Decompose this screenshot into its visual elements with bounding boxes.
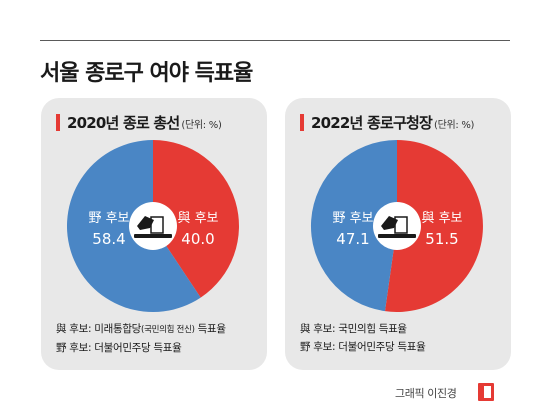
panel-header: 2020년 종로 총선 (단위: %) [56,112,222,133]
graphic-credit: 그래픽 이진경 [395,387,457,400]
accent-bar [300,114,304,131]
slice-value-opposition: 47.1 [336,230,369,248]
slice-value-ruling: 51.5 [425,230,458,248]
slice-value-ruling: 40.0 [181,230,214,248]
panel-header: 2022년 종로구청장 (단위: %) [300,112,474,133]
chart-notes: 與 후보: 미래통합당(국민의힘 전신) 득표율 野 후보: 더불어민주당 득표… [56,320,226,357]
note-ruling: 與 후보: 미래통합당(국민의힘 전신) 득표율 [56,323,226,335]
panel-title: 2020년 종로 총선 [67,114,180,132]
accent-bar [56,114,60,131]
pie-slice-opposition [310,140,397,312]
slice-value-opposition: 58.4 [92,230,125,248]
unit-label: (단위: %) [181,120,222,131]
pie-chart: 野 후보 58.4 與 후보 40.0 [66,140,239,312]
pie-slice-ruling [153,140,239,298]
ballot-box-icon [129,202,177,250]
slice-label-opposition: 野 후보 [332,211,373,226]
ballot-box-icon [373,202,421,250]
pie-slice-ruling [384,140,483,312]
page-title: 서울 종로구 여야 득표율 [40,61,253,86]
note-ruling: 與 후보: 국민의힘 득표율 [300,323,407,335]
top-divider [40,40,510,41]
slice-label-opposition: 野 후보 [88,211,129,226]
logo-icon [478,383,494,401]
chart-panel-2020: 2020년 종로 총선 (단위: %) 野 후보 58.4 與 후보 40.0 與… [41,98,267,370]
unit-label: (단위: %) [433,120,475,131]
slice-label-ruling: 與 후보 [421,211,462,226]
panel-title: 2022년 종로구청장 [311,114,433,132]
note-opposition: 野 후보: 더불어민주당 득표율 [300,341,426,353]
note-opposition: 野 후보: 더불어민주당 득표율 [56,342,182,354]
slice-label-ruling: 與 후보 [177,211,218,226]
pie-chart: 野 후보 47.1 與 후보 51.5 [310,140,483,312]
chart-panel-2022: 2022년 종로구청장 (단위: %) 野 후보 47.1 與 후보 51.5 與… [285,98,511,370]
chart-notes: 與 후보: 국민의힘 득표율 野 후보: 더불어민주당 득표율 [300,320,426,356]
